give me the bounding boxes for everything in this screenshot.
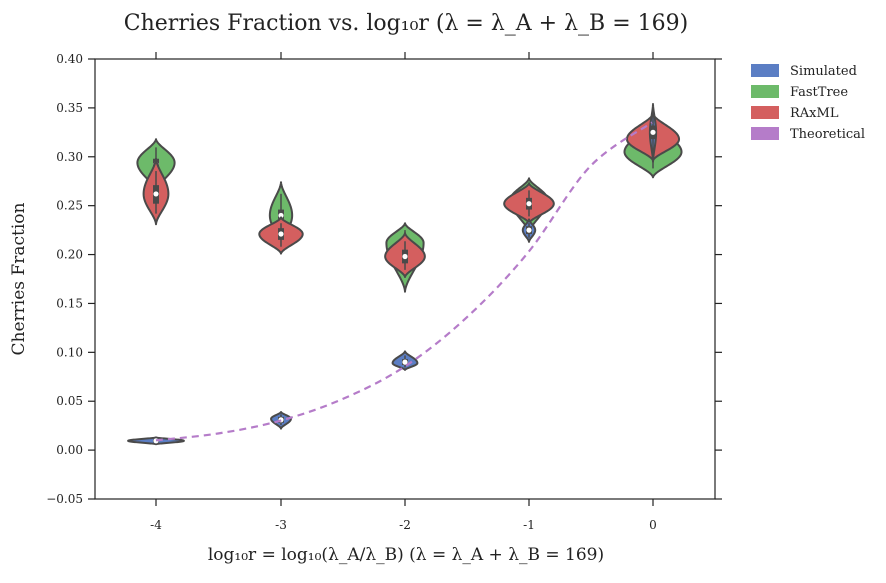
y-tick-label: 0.10 [56, 345, 83, 359]
x-tick-label: -2 [399, 518, 411, 532]
y-axis-title: Cherries Fraction [9, 202, 29, 355]
x-tick-label: -4 [150, 518, 162, 532]
x-tick-label: -3 [275, 518, 287, 532]
y-tick-label: 0.35 [56, 101, 83, 115]
y-tick-label: 0.20 [56, 248, 83, 262]
y-tick-label: 0.30 [56, 150, 83, 164]
y-tick-label: −0.05 [46, 492, 83, 506]
violin-median-point [278, 212, 284, 219]
legend-swatch-simulated [751, 64, 779, 77]
x-tick-label: -1 [523, 518, 535, 532]
y-tick-label: 0.15 [56, 296, 83, 310]
legend-swatch-raxml [751, 106, 779, 119]
x-axis: -4 -3 -2 -1 0 [150, 52, 657, 532]
violin-median-point [402, 253, 408, 260]
y-tick-label: 0.40 [56, 52, 83, 66]
y-tick-label: 0.00 [56, 443, 83, 457]
legend-swatch-theoretical [751, 127, 779, 140]
violin-median-point [526, 227, 532, 233]
legend-swatch-fasttree [751, 85, 779, 98]
y-tick-label: 0.05 [56, 394, 83, 408]
legend-label-simulated: Simulated [790, 64, 857, 79]
legend-label-fasttree: FastTree [790, 85, 848, 100]
violin-median-point [650, 129, 656, 135]
violins [127, 102, 683, 446]
violin-median-point [402, 359, 408, 365]
y-tick-label: 0.25 [56, 199, 83, 213]
x-tick-label: 0 [649, 518, 657, 532]
violin-median-point [278, 231, 284, 237]
y-axis: −0.05 0.00 0.05 0.10 0.15 0.20 0.25 0.30 0.35 0.4… [46, 52, 722, 506]
legend-label-raxml: RAxML [790, 106, 839, 121]
chart-title: Cherries Fraction vs. log₁₀r (λ = λ_A + … [124, 11, 688, 36]
legend: Simulated FastTree RAxML Theoretical [751, 64, 865, 142]
x-axis-title: log₁₀r = log₁₀(λ_A/λ_B) (λ = λ_A + λ_B =… [208, 545, 604, 565]
violin-median-point [153, 191, 159, 197]
legend-label-theoretical: Theoretical [790, 127, 865, 142]
violin-median-point [526, 201, 532, 207]
